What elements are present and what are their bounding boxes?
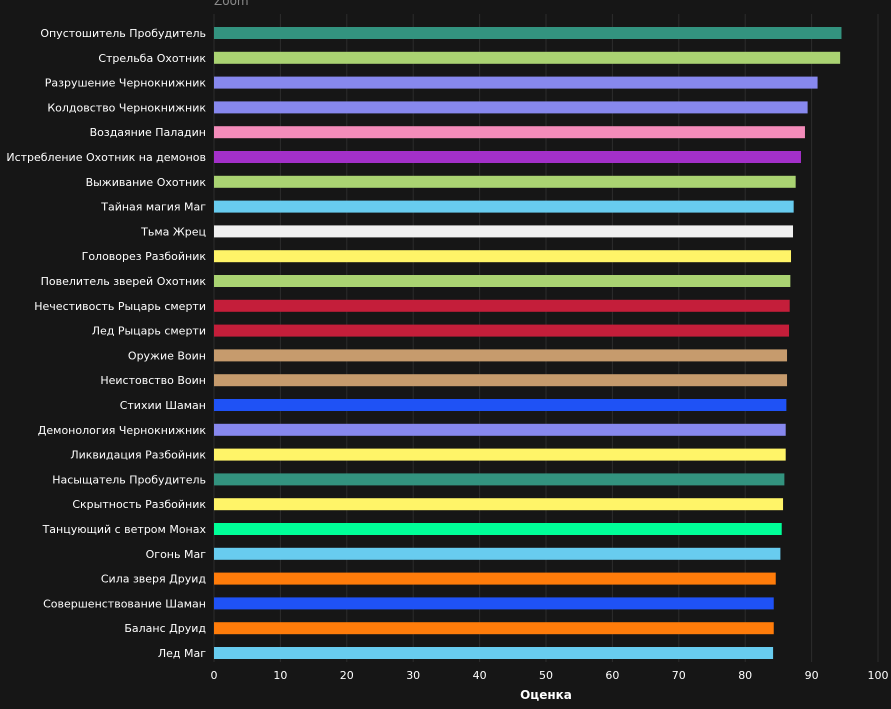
- bar[interactable]: [214, 299, 790, 312]
- bar[interactable]: [214, 349, 788, 362]
- bar[interactable]: [214, 27, 842, 39]
- zoom-label[interactable]: Zoom: [214, 0, 249, 8]
- bar[interactable]: [214, 275, 791, 287]
- category-label: Нечестивость Рыцарь смерти: [34, 300, 206, 313]
- category-labels: Опустошитель Пробудитель Стрельба Охотник…: [6, 27, 206, 660]
- category-label: Скрытность Разбойник: [72, 498, 206, 511]
- bar[interactable]: [214, 324, 790, 337]
- bar[interactable]: [214, 151, 801, 163]
- x-tick-label: 30: [406, 669, 420, 682]
- x-tick-label: 90: [805, 669, 819, 682]
- bar[interactable]: [214, 200, 794, 213]
- bar[interactable]: [214, 126, 805, 139]
- x-axis-title: Оценка: [520, 688, 572, 702]
- category-label: Тайная магия Маг: [100, 201, 206, 214]
- x-tick-label: 70: [672, 669, 686, 682]
- bar[interactable]: [214, 498, 784, 511]
- category-label: Совершенствование Шаман: [43, 597, 206, 610]
- bar[interactable]: [214, 225, 794, 238]
- category-label: Опустошитель Пробудитель: [40, 27, 206, 40]
- category-label: Стихии Шаман: [120, 399, 206, 412]
- category-label: Повелитель зверей Охотник: [41, 275, 207, 288]
- category-label: Оружие Воин: [128, 349, 206, 362]
- bar[interactable]: [214, 448, 786, 461]
- category-label: Огонь Маг: [146, 548, 207, 561]
- bars: [214, 27, 842, 659]
- bar[interactable]: [214, 622, 774, 635]
- category-label: Тьма Жрец: [140, 225, 206, 238]
- category-label: Колдовство Чернокнижник: [47, 101, 206, 114]
- category-label: Лед Маг: [158, 647, 206, 660]
- category-label: Выживание Охотник: [86, 176, 207, 189]
- x-tick-label: 80: [738, 669, 752, 682]
- category-label: Лед Рыцарь смерти: [92, 325, 206, 338]
- bar[interactable]: [214, 175, 796, 188]
- category-label: Демонология Чернокнижник: [38, 424, 207, 437]
- x-tick-label: 10: [273, 669, 287, 682]
- bar[interactable]: [214, 547, 781, 560]
- category-label: Танцующий с ветром Монах: [42, 523, 207, 536]
- x-tick-label: 100: [868, 669, 889, 682]
- bar[interactable]: [214, 572, 776, 585]
- bar[interactable]: [214, 51, 841, 64]
- bar[interactable]: [214, 250, 792, 263]
- bar[interactable]: [214, 473, 785, 486]
- category-label: Разрушение Чернокнижник: [45, 77, 207, 90]
- x-tick-label: 0: [211, 669, 218, 682]
- bar[interactable]: [214, 423, 786, 436]
- category-label: Воздаяние Паладин: [90, 126, 206, 139]
- bar[interactable]: [214, 76, 818, 89]
- bar[interactable]: [214, 647, 774, 659]
- bar[interactable]: [214, 523, 782, 535]
- x-tick-label: 20: [340, 669, 354, 682]
- bar[interactable]: [214, 597, 774, 610]
- category-label: Баланс Друид: [124, 622, 206, 635]
- x-axis-ticks: 0 10 20 30 40 50 60 70 80 90 100: [211, 669, 889, 682]
- x-tick-label: 50: [539, 669, 553, 682]
- category-label: Истребление Охотник на демонов: [6, 151, 206, 164]
- category-label: Насыщатель Пробудитель: [52, 473, 206, 486]
- category-label: Головорез Разбойник: [82, 250, 207, 263]
- category-label: Стрельба Охотник: [98, 52, 206, 65]
- bar[interactable]: [214, 399, 787, 411]
- x-tick-label: 60: [605, 669, 619, 682]
- bar[interactable]: [214, 374, 788, 387]
- category-label: Неистовство Воин: [100, 374, 206, 387]
- bar[interactable]: [214, 101, 808, 114]
- category-label: Ликвидация Разбойник: [70, 449, 206, 462]
- category-label: Сила зверя Друид: [101, 573, 207, 586]
- x-tick-label: 40: [473, 669, 487, 682]
